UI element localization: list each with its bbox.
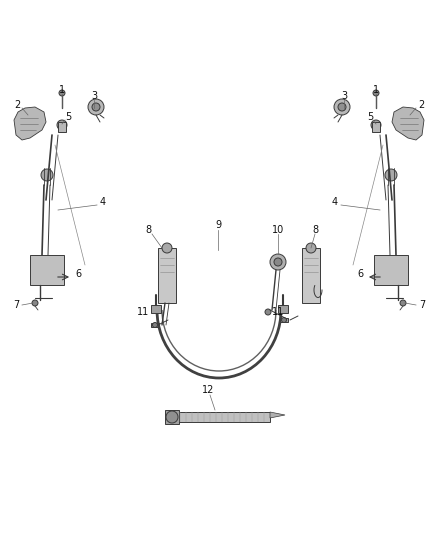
Text: 1: 1: [59, 85, 65, 95]
Bar: [280, 318, 288, 322]
Text: 7: 7: [419, 300, 425, 310]
Circle shape: [383, 262, 399, 278]
Circle shape: [57, 120, 67, 130]
Circle shape: [88, 99, 104, 115]
Circle shape: [306, 243, 316, 253]
Circle shape: [338, 103, 346, 111]
Bar: [58, 122, 66, 132]
Circle shape: [274, 258, 282, 266]
Bar: [374, 255, 408, 285]
Bar: [151, 323, 159, 327]
Polygon shape: [14, 107, 46, 140]
Text: 8: 8: [312, 225, 318, 235]
Circle shape: [265, 309, 271, 315]
Polygon shape: [270, 412, 285, 418]
Bar: [158, 248, 176, 303]
Text: 4: 4: [332, 197, 338, 207]
Circle shape: [32, 300, 38, 306]
Bar: [175, 412, 270, 422]
Text: 11: 11: [272, 307, 284, 317]
Circle shape: [33, 256, 61, 284]
Text: 10: 10: [272, 225, 284, 235]
Circle shape: [92, 103, 100, 111]
Circle shape: [371, 120, 381, 130]
Bar: [30, 255, 64, 285]
Circle shape: [39, 262, 55, 278]
Text: 5: 5: [65, 112, 71, 122]
Circle shape: [334, 99, 350, 115]
Text: 11: 11: [137, 307, 149, 317]
Circle shape: [166, 411, 178, 423]
Circle shape: [152, 322, 158, 327]
Text: 7: 7: [13, 300, 19, 310]
Bar: [151, 305, 161, 313]
Circle shape: [385, 169, 397, 181]
Bar: [372, 122, 380, 132]
Circle shape: [59, 90, 65, 96]
Circle shape: [282, 318, 286, 322]
Text: 2: 2: [14, 100, 20, 110]
Bar: [302, 248, 320, 303]
Circle shape: [270, 254, 286, 270]
Circle shape: [373, 90, 379, 96]
Circle shape: [400, 300, 406, 306]
Text: 9: 9: [215, 220, 221, 230]
Text: 3: 3: [341, 91, 347, 101]
Text: 6: 6: [75, 269, 81, 279]
Text: 1: 1: [373, 85, 379, 95]
Circle shape: [162, 243, 172, 253]
Text: 8: 8: [145, 225, 151, 235]
Text: 12: 12: [202, 385, 214, 395]
Circle shape: [388, 267, 394, 273]
Text: 2: 2: [418, 100, 424, 110]
Polygon shape: [392, 107, 424, 140]
Text: 3: 3: [91, 91, 97, 101]
Text: 4: 4: [100, 197, 106, 207]
Text: 5: 5: [367, 112, 373, 122]
Bar: [165, 410, 179, 424]
Circle shape: [44, 267, 50, 273]
Text: 6: 6: [357, 269, 363, 279]
Bar: [278, 305, 288, 313]
Circle shape: [377, 256, 405, 284]
Circle shape: [41, 169, 53, 181]
